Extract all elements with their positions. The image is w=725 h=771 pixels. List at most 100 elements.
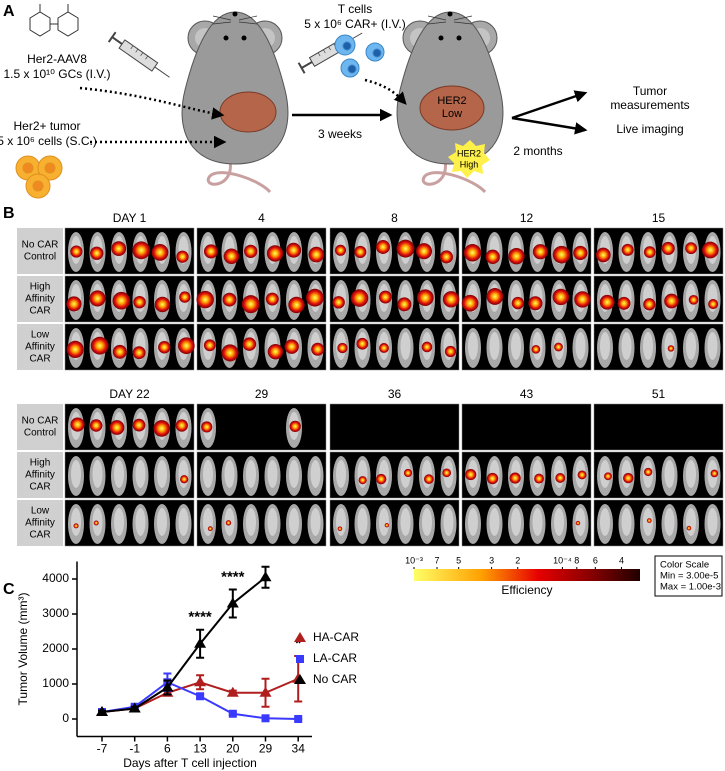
signal bbox=[617, 296, 631, 310]
signal bbox=[442, 291, 460, 308]
mouse-image bbox=[707, 332, 718, 360]
colorbar-tick-label: 7 bbox=[434, 555, 439, 565]
mouse-image bbox=[643, 332, 653, 360]
row-label: Affinity bbox=[25, 470, 55, 481]
timepoint: 43 bbox=[520, 387, 534, 401]
image-panel bbox=[461, 403, 592, 451]
row-label: High bbox=[30, 282, 51, 293]
signal bbox=[403, 468, 413, 478]
legend-label: No CAR bbox=[313, 672, 357, 686]
colorbar-tick-label: 4 bbox=[619, 555, 624, 565]
mouse-image bbox=[357, 508, 368, 536]
mouse-image bbox=[686, 508, 696, 536]
mouse-image bbox=[224, 460, 235, 488]
mouse-image bbox=[71, 460, 81, 488]
arrow bbox=[79, 86, 225, 120]
signal bbox=[509, 472, 521, 484]
image-panel bbox=[593, 275, 724, 323]
x-tick-label: -7 bbox=[97, 742, 108, 756]
mouse-image bbox=[310, 460, 321, 488]
label: 5 x 10⁶ CAR+ (I.V.) bbox=[304, 17, 406, 31]
row-label-box bbox=[17, 228, 63, 274]
marker bbox=[226, 597, 239, 608]
marker bbox=[261, 714, 270, 723]
signal bbox=[421, 341, 433, 353]
signal bbox=[442, 468, 452, 478]
image-panel bbox=[329, 499, 460, 547]
y-axis-label: Tumor Volume (mm³) bbox=[16, 593, 30, 706]
signal bbox=[203, 244, 218, 259]
signal bbox=[486, 472, 499, 485]
y-tick-label: 3000 bbox=[42, 606, 69, 620]
signal bbox=[378, 290, 392, 304]
signal bbox=[354, 245, 367, 259]
image-panel bbox=[461, 323, 592, 371]
signal bbox=[621, 243, 634, 256]
tumor-cells bbox=[15, 155, 63, 199]
signal bbox=[397, 297, 412, 312]
y-tick-label: 0 bbox=[62, 711, 69, 725]
color-scale-text: Color Scale bbox=[660, 560, 709, 571]
signal bbox=[702, 241, 719, 259]
signal bbox=[623, 472, 634, 484]
signal bbox=[89, 419, 103, 432]
liver bbox=[219, 91, 277, 133]
image-panel bbox=[329, 403, 460, 451]
signal bbox=[225, 520, 232, 526]
marker bbox=[194, 676, 207, 687]
label: T cells bbox=[338, 2, 372, 16]
signal bbox=[604, 472, 612, 481]
mouse-image bbox=[178, 460, 189, 488]
marker bbox=[226, 686, 239, 697]
signal bbox=[643, 298, 656, 311]
image-panel bbox=[461, 499, 592, 547]
mouse-image bbox=[600, 508, 610, 536]
row-label: Affinity bbox=[25, 518, 55, 529]
signal bbox=[554, 342, 563, 352]
image-panel bbox=[329, 451, 460, 499]
marker bbox=[196, 692, 205, 701]
mouse-image bbox=[575, 508, 586, 536]
signal bbox=[223, 248, 240, 265]
marker bbox=[294, 715, 303, 723]
mouse-image bbox=[203, 460, 213, 488]
mouse-image bbox=[575, 332, 586, 360]
y-tick-label: 2000 bbox=[42, 641, 69, 655]
row-label: Low bbox=[31, 506, 50, 517]
timepoint: 12 bbox=[520, 211, 534, 225]
signal bbox=[574, 291, 591, 308]
signal bbox=[284, 339, 299, 354]
row-label: Control bbox=[24, 428, 56, 439]
marker bbox=[96, 706, 108, 716]
label: HER2 bbox=[437, 95, 466, 107]
arrow bbox=[511, 116, 588, 135]
label: Tumor bbox=[633, 84, 667, 98]
row-label: Low bbox=[31, 330, 50, 341]
t-cells bbox=[334, 34, 385, 78]
mouse-image bbox=[400, 508, 411, 536]
signal bbox=[332, 296, 345, 309]
color-scale-text: Max = 1.00e-3 bbox=[660, 582, 721, 593]
marker bbox=[259, 686, 272, 697]
signal bbox=[508, 248, 525, 265]
signal bbox=[416, 289, 434, 307]
mouse-image bbox=[443, 508, 454, 536]
signal bbox=[93, 520, 99, 526]
image-panel bbox=[64, 451, 195, 499]
signal bbox=[133, 295, 146, 309]
signal bbox=[244, 244, 258, 258]
signal bbox=[376, 240, 390, 254]
image-panel bbox=[461, 275, 592, 323]
color-scale-text: Min = 3.00e-5 bbox=[660, 571, 718, 582]
image-panel bbox=[64, 403, 195, 451]
mouse-image bbox=[310, 508, 321, 536]
signal bbox=[646, 518, 652, 523]
mouse-image bbox=[336, 508, 346, 536]
colorbar-tick-label: 10⁻⁴ bbox=[553, 555, 572, 565]
signal bbox=[337, 526, 343, 532]
mouse-image bbox=[686, 332, 696, 360]
label: Her2-AAV8 bbox=[27, 52, 87, 66]
mouse-image bbox=[135, 508, 146, 536]
signal bbox=[179, 291, 191, 303]
marker bbox=[294, 674, 306, 684]
